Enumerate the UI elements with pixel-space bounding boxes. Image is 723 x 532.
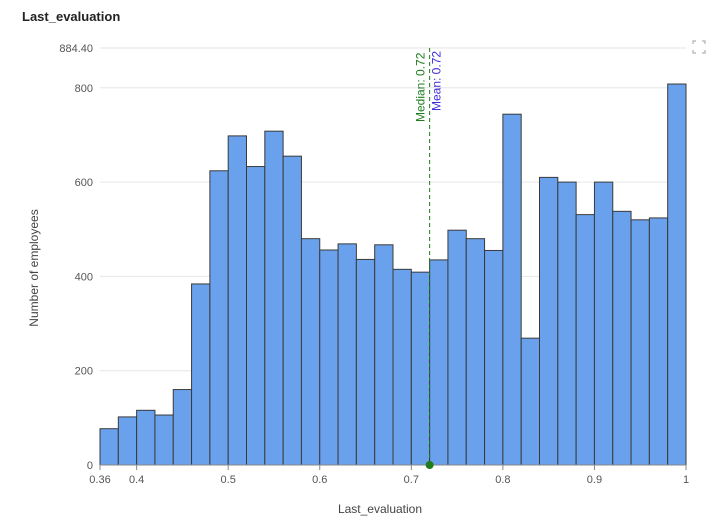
histogram-bar[interactable]: [117, 416, 138, 466]
y-tick-label: 0: [87, 460, 93, 472]
histogram-bar[interactable]: [502, 113, 522, 466]
y-tick-label: 800: [75, 83, 93, 95]
histogram-bar[interactable]: [136, 409, 156, 466]
histogram-bar[interactable]: [520, 337, 540, 466]
y-tick-label: 400: [75, 271, 93, 283]
histogram-bar[interactable]: [575, 214, 595, 466]
median-label: Median: 0.72: [414, 52, 428, 122]
x-tick-label: 0.6: [312, 474, 327, 486]
y-tick-label: 600: [75, 177, 93, 189]
x-tick-label: 0.36: [89, 474, 110, 486]
histogram-bar[interactable]: [648, 217, 669, 466]
histogram-bar[interactable]: [465, 238, 486, 466]
histogram-bar[interactable]: [667, 83, 687, 466]
histogram-bar[interactable]: [484, 249, 504, 466]
histogram-bar[interactable]: [154, 414, 174, 466]
histogram-bar[interactable]: [355, 258, 376, 466]
x-tick-label: 0.4: [129, 474, 144, 486]
stat-markers: Median: 0.72 Mean: 0.72: [414, 48, 444, 469]
histogram-bar[interactable]: [612, 210, 632, 466]
histogram-bar[interactable]: [282, 155, 302, 466]
median-point: [425, 461, 434, 469]
histogram-bar[interactable]: [337, 243, 357, 466]
histogram-bar[interactable]: [429, 259, 449, 466]
histogram-bar[interactable]: [300, 238, 321, 466]
histogram-bar[interactable]: [410, 271, 431, 466]
histogram-bar[interactable]: [557, 181, 577, 466]
histogram-bar[interactable]: [447, 229, 467, 466]
histogram-bar[interactable]: [593, 181, 614, 466]
expand-icon[interactable]: [692, 40, 706, 54]
x-tick-label: 0.9: [587, 474, 602, 486]
x-tick-label: 0.8: [495, 474, 510, 486]
histogram-bar[interactable]: [374, 244, 394, 466]
y-tick-label: 884.40: [59, 43, 93, 55]
histogram-bar[interactable]: [246, 166, 266, 466]
chart-title: Last_evaluation: [22, 9, 121, 24]
x-tick-label: 1: [683, 474, 689, 486]
y-axis-label: Number of employees: [27, 209, 41, 326]
histogram-bar[interactable]: [99, 428, 119, 466]
bars: [99, 83, 687, 466]
histogram-bar[interactable]: [191, 283, 211, 466]
histogram-bar[interactable]: [539, 176, 559, 466]
histogram-bar[interactable]: [227, 135, 247, 466]
histogram-bar[interactable]: [264, 130, 284, 466]
y-tick-label: 200: [75, 366, 93, 378]
x-tick-label: 0.5: [221, 474, 236, 486]
histogram-bar[interactable]: [209, 170, 229, 466]
mean-label: Mean: 0.72: [430, 51, 444, 111]
axes: 0 200 400 600 800 884.40 0.36 0.4 0.5 0.6 0.7 0.8 0.…: [59, 43, 689, 486]
x-axis-label: Last_evaluation: [338, 502, 422, 516]
histogram-bar[interactable]: [319, 249, 339, 466]
x-tick-label: 0.7: [404, 474, 419, 486]
histogram-bar[interactable]: [392, 268, 412, 466]
histogram-bar[interactable]: [630, 219, 650, 466]
histogram-bar[interactable]: [172, 389, 193, 466]
